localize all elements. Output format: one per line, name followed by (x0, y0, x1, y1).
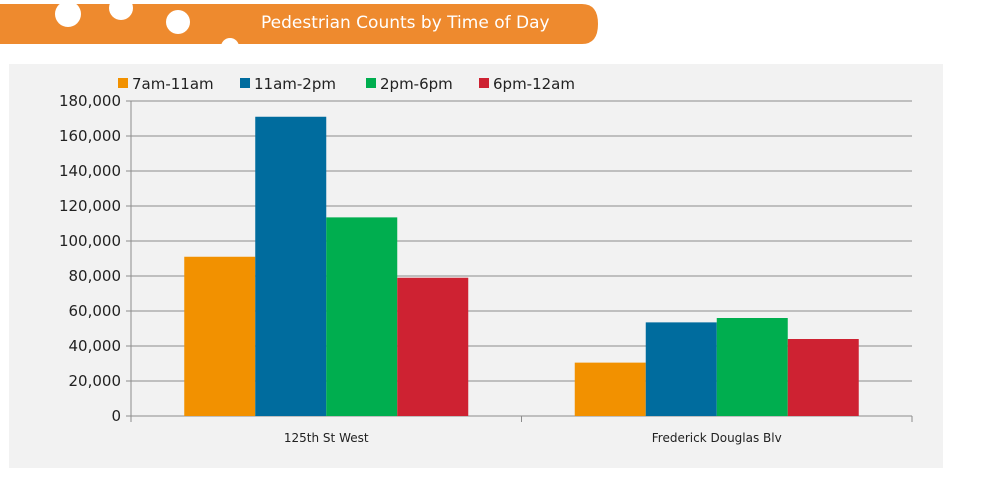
y-tick-label: 160,000 (59, 127, 121, 145)
y-tick-label: 120,000 (59, 197, 121, 215)
bar (184, 256, 256, 416)
bar (716, 318, 788, 416)
chart-panel: 180,000 160,000 140,000 120,000 100,000 80,00… (9, 64, 943, 468)
bar (787, 339, 859, 416)
legend-swatch (240, 78, 250, 88)
y-tick-label: 0 (111, 407, 121, 425)
x-category-label: 125th St West (284, 431, 369, 445)
bar (645, 322, 717, 416)
banner-dot (109, 0, 133, 20)
banner-dot (221, 38, 239, 46)
bar-chart: 180,000 160,000 140,000 120,000 100,000 80,00… (59, 75, 913, 445)
y-tick-label: 80,000 (69, 267, 122, 285)
y-tick-label: 40,000 (69, 337, 122, 355)
banner-dot (166, 10, 190, 34)
x-category-label: Frederick Douglas Blv (652, 431, 782, 445)
legend-label: 6pm-12am (493, 75, 575, 93)
bar (397, 277, 469, 416)
y-tick-label: 20,000 (69, 372, 122, 390)
bar (574, 362, 646, 416)
legend-swatch (118, 78, 128, 88)
page-title: Pedestrian Counts by Time of Day (261, 13, 550, 33)
legend-swatch (479, 78, 489, 88)
y-tick-label: 60,000 (69, 302, 122, 320)
legend-label: 11am-2pm (254, 75, 336, 93)
y-tick-label: 180,000 (59, 92, 121, 110)
banner-shape (0, 4, 598, 44)
bar (255, 116, 327, 416)
legend-label: 7am-11am (132, 75, 214, 93)
legend-label: 2pm-6pm (380, 75, 453, 93)
y-tick-label: 140,000 (59, 162, 121, 180)
bar (326, 217, 398, 416)
title-banner (0, 0, 598, 46)
legend-swatch (366, 78, 376, 88)
y-tick-label: 100,000 (59, 232, 121, 250)
banner-dot (55, 1, 81, 27)
